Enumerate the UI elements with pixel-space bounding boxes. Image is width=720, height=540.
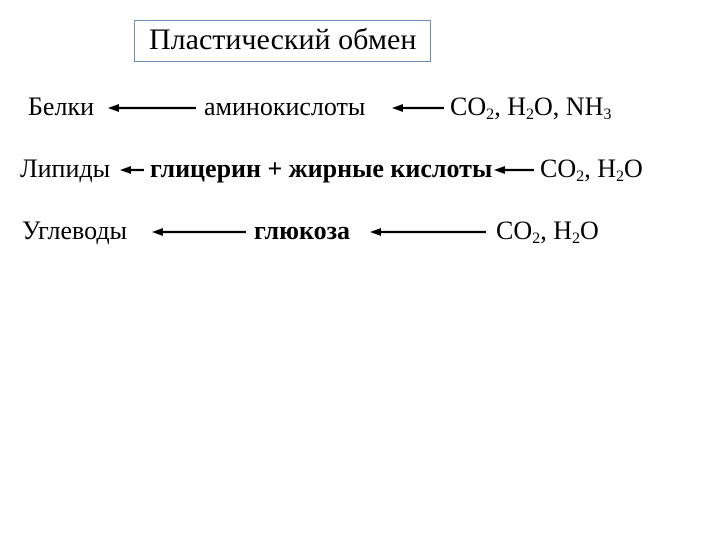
row1-middle: аминокислоты [204,92,365,122]
diagram-title: Пластический обмен [149,23,416,56]
row3-middle: глюкоза [254,216,350,246]
row1-left: Белки [28,92,94,122]
row1-left-text: Белки [28,92,94,121]
diagram-title-box: Пластический обмен [134,20,431,62]
row2-middle-text: глицерин + жирные кислоты [150,154,492,183]
diagram-canvas: Пластический обмен Белки аминокислоты CO… [0,0,720,540]
arrows-layer [0,0,720,540]
row3-middle-text: глюкоза [254,216,350,245]
row3-left: Углеводы [22,216,127,246]
row1-middle-text: аминокислоты [204,92,365,121]
row2-left: Липиды [20,154,110,184]
row3-right: CO2, H2O [496,216,599,246]
row1-right: CO2, H2O, NH3 [450,92,611,122]
row3-left-text: Углеводы [22,216,127,245]
row2-right: CO2, H2O [540,154,643,184]
row2-left-text: Липиды [20,154,110,183]
row2-middle: глицерин + жирные кислоты [150,154,492,184]
